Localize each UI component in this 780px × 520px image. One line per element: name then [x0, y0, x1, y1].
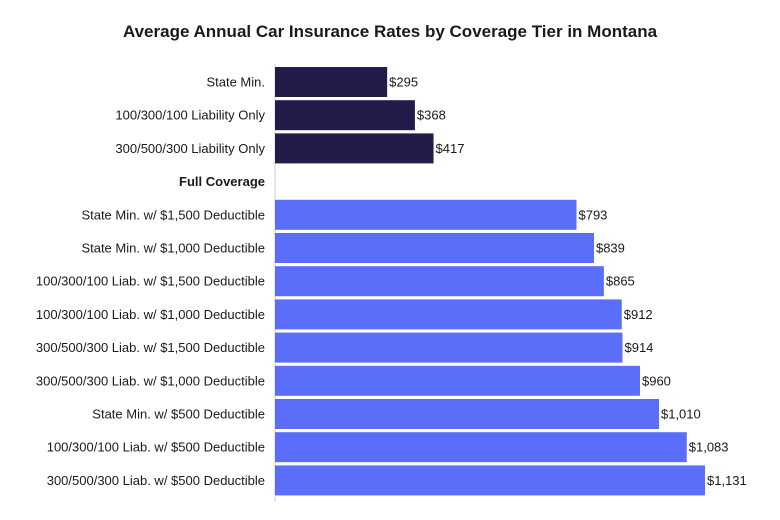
bar	[275, 299, 622, 330]
bar	[275, 266, 604, 297]
bar	[275, 332, 623, 363]
bar	[275, 233, 594, 263]
bar	[275, 432, 687, 463]
value-label: $912	[624, 307, 653, 322]
category-label: State Min. w/ $1,500 Deductible	[81, 207, 265, 222]
value-label: $914	[624, 340, 653, 355]
value-label: $839	[596, 241, 625, 256]
category-label: 300/500/300 Liability Only	[115, 141, 265, 156]
value-label: $368	[417, 108, 446, 123]
category-label: 300/500/300 Liab. w/ $1,000 Deductible	[36, 373, 265, 388]
bar	[275, 67, 388, 97]
category-label: 100/300/100 Liab. w/ $1,000 Deductible	[36, 307, 265, 322]
value-label: $793	[578, 207, 607, 222]
bar	[275, 365, 640, 396]
bar	[275, 199, 577, 230]
category-label: 100/300/100 Liab. w/ $1,500 Deductible	[36, 274, 265, 289]
category-label: 100/300/100 Liab. w/ $500 Deductible	[47, 440, 265, 455]
value-label: $1,131	[707, 473, 747, 488]
category-label: 100/300/100 Liability Only	[115, 108, 265, 123]
group-header-label: Full Coverage	[179, 174, 265, 189]
value-label: $865	[606, 274, 635, 289]
category-label: 300/500/300 Liab. w/ $1,500 Deductible	[36, 340, 265, 355]
category-label: 300/500/300 Liab. w/ $500 Deductible	[47, 473, 265, 488]
value-label: $960	[642, 373, 671, 388]
value-label: $1,010	[661, 407, 701, 422]
category-label: State Min. w/ $500 Deductible	[92, 407, 265, 422]
value-label: $417	[436, 141, 465, 156]
bar	[275, 100, 415, 131]
bar	[275, 465, 705, 496]
bar	[275, 399, 659, 429]
category-label: State Min. w/ $1,000 Deductible	[81, 241, 265, 256]
category-label: State Min.	[206, 75, 265, 90]
bar	[275, 133, 434, 164]
value-label: $1,083	[689, 440, 729, 455]
chart-title: Average Annual Car Insurance Rates by Co…	[122, 22, 658, 41]
value-label: $295	[389, 75, 418, 90]
